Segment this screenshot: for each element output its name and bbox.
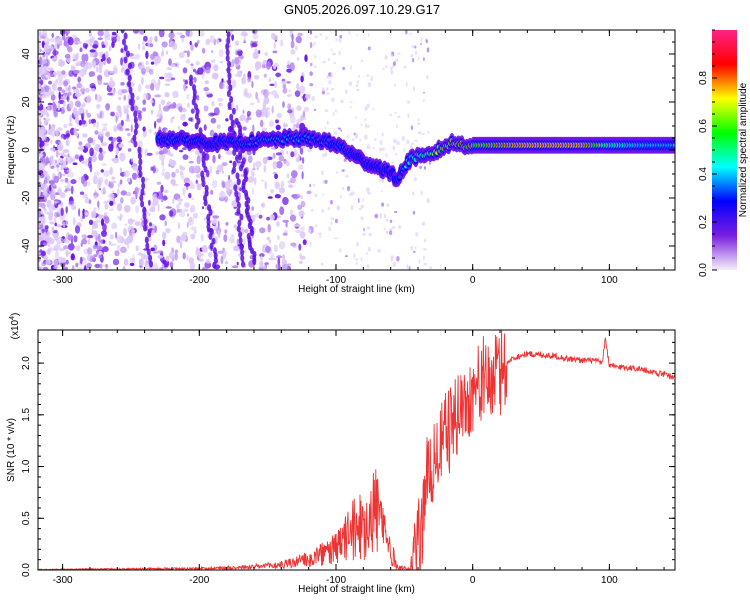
x-axis-label: Height of straight line (km) [298, 284, 415, 295]
spectrogram-ridge [155, 128, 675, 188]
spectrogram-ticks [38, 29, 675, 271]
x-tick-label: -200 [189, 575, 209, 586]
y-tick-label: -40 [21, 238, 32, 253]
spectrogram-noise [38, 30, 432, 270]
y-tick-label: 0.5 [21, 511, 32, 525]
colorbar-label: Normalized spectral amplitude [738, 82, 749, 217]
snr-ticks [38, 330, 675, 571]
x-tick-label: -300 [53, 575, 73, 586]
colorbar-tick-label: 0.6 [698, 119, 709, 133]
x-tick-label: -100 [326, 575, 346, 586]
x-axis-label: Height of straight line (km) [298, 584, 415, 595]
y-tick-label: 40 [21, 48, 32, 60]
y-tick-label: -20 [21, 190, 32, 205]
x-tick-label: -300 [53, 275, 73, 286]
colorbar-tick-label: 0.2 [698, 215, 709, 229]
x-tick-label: 0 [470, 575, 476, 586]
snr-series-line [38, 330, 675, 570]
snr-frame [37, 329, 676, 571]
x-tick-label: 100 [601, 275, 618, 286]
x-tick-label: -200 [189, 275, 209, 286]
y-tick-label: 0 [21, 147, 32, 153]
y-tick-label: 1.0 [21, 459, 32, 473]
colorbar-tick-label: 0.0 [698, 263, 709, 277]
figure-title: GN05.2026.097.10.29.G17 [284, 2, 440, 17]
y-tick-label: 2.0 [21, 356, 32, 370]
y-tick-label: 0.0 [21, 563, 32, 577]
x-tick-label: 100 [601, 575, 618, 586]
y-scale-factor: (x104) [9, 313, 21, 340]
y-axis-label: Frequency (Hz) [6, 116, 17, 185]
y-axis-label: SNR (10 * v/v) [6, 418, 17, 482]
colorbar-gradient [712, 30, 737, 270]
x-tick-label: 0 [470, 275, 476, 286]
y-tick-label: 1.5 [21, 407, 32, 421]
colorbar-tick-label: 0.8 [698, 71, 709, 85]
snr-plot: -300 -200 -100 0 100 0.0 0.5 1.0 1.5 2.0 Height of… [6, 313, 676, 595]
y-tick-label: 20 [21, 96, 32, 108]
colorbar-tick-label: 0.4 [698, 167, 709, 181]
colorbar: 0.0 0.2 0.4 0.6 0.8 Normalized spectral ampli… [698, 29, 749, 277]
x-tick-label: -100 [326, 275, 346, 286]
